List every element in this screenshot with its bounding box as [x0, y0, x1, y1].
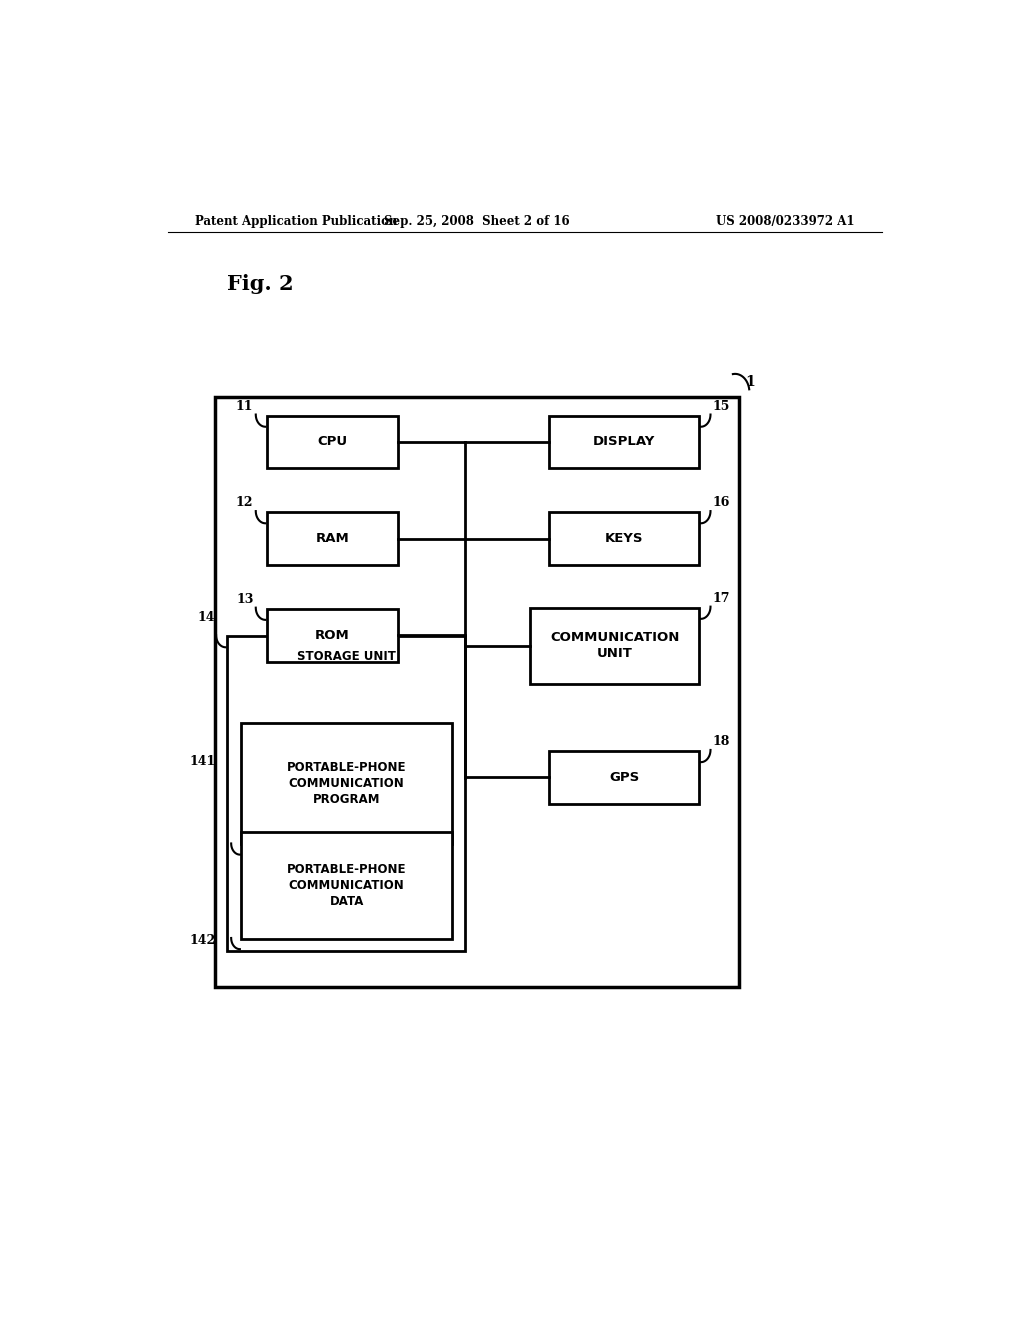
Text: US 2008/0233972 A1: US 2008/0233972 A1	[716, 215, 854, 228]
Text: STORAGE UNIT: STORAGE UNIT	[297, 651, 395, 664]
Bar	[267, 416, 397, 469]
Text: RAM: RAM	[315, 532, 349, 545]
Text: 15: 15	[713, 400, 730, 412]
Text: 12: 12	[236, 496, 253, 510]
Text: Sep. 25, 2008  Sheet 2 of 16: Sep. 25, 2008 Sheet 2 of 16	[384, 215, 570, 228]
Text: COMMUNICATION
UNIT: COMMUNICATION UNIT	[550, 631, 680, 660]
Text: PORTABLE-PHONE
COMMUNICATION
DATA: PORTABLE-PHONE COMMUNICATION DATA	[287, 863, 407, 908]
Bar	[267, 609, 397, 661]
Bar	[549, 512, 699, 565]
Text: KEYS: KEYS	[605, 532, 643, 545]
Bar	[267, 512, 397, 565]
Text: PORTABLE-PHONE
COMMUNICATION
PROGRAM: PORTABLE-PHONE COMMUNICATION PROGRAM	[287, 762, 407, 807]
Text: 17: 17	[713, 591, 730, 605]
Text: 142: 142	[189, 935, 215, 946]
Text: 1: 1	[745, 375, 755, 389]
Text: DISPLAY: DISPLAY	[593, 436, 655, 449]
Bar	[549, 416, 699, 469]
Text: Patent Application Publication: Patent Application Publication	[196, 215, 398, 228]
Bar	[530, 607, 699, 684]
Text: 141: 141	[189, 755, 215, 768]
Bar	[215, 397, 739, 987]
Bar	[242, 833, 452, 939]
Bar	[227, 636, 465, 952]
Text: CPU: CPU	[317, 436, 347, 449]
Text: 18: 18	[713, 735, 730, 748]
Text: GPS: GPS	[609, 771, 639, 784]
Text: 13: 13	[236, 593, 253, 606]
Text: 14: 14	[198, 611, 215, 624]
Text: 11: 11	[236, 400, 253, 412]
Text: 16: 16	[713, 496, 730, 510]
Bar	[549, 751, 699, 804]
Bar	[242, 722, 452, 845]
Text: Fig. 2: Fig. 2	[227, 275, 294, 294]
Text: ROM: ROM	[315, 628, 350, 642]
